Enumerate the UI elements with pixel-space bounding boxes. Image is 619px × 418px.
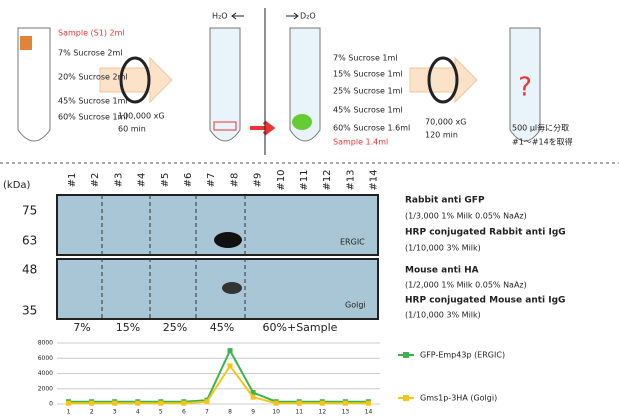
y-tick-label: 8000: [38, 340, 53, 347]
x-tick-label: 2: [90, 409, 94, 416]
label: (1/3,000 1% Milk 0.05% NaAz): [405, 212, 527, 221]
label: 120 min: [425, 131, 458, 140]
label: Mouse anti HA: [405, 266, 479, 276]
y-tick-label: 2000: [38, 385, 53, 392]
x-tick-label: 8: [228, 409, 232, 416]
svg-text:?: ?: [518, 73, 532, 103]
lane-label: #13: [345, 169, 356, 190]
lane-label: #7: [206, 173, 217, 188]
label: 100,000 xG: [118, 112, 165, 121]
series-line: [69, 366, 369, 403]
x-tick-label: 3: [113, 409, 117, 416]
y-tick-label: 4000: [38, 370, 53, 377]
label: HRP conjugated Rabbit anti IgG: [405, 228, 566, 238]
label: 7% Sucrose 1ml: [333, 54, 398, 63]
x-tick-label: 10: [272, 409, 280, 416]
lane-label: #9: [253, 173, 264, 188]
point: [251, 395, 256, 400]
point: [366, 401, 371, 406]
point: [112, 401, 117, 406]
lane-label: #12: [322, 169, 333, 190]
x-tick-label: 6: [182, 409, 186, 416]
label: H₂O: [212, 12, 228, 21]
point: [228, 348, 233, 353]
label: 45%: [210, 321, 234, 334]
label: 60 min: [118, 125, 146, 134]
y-tick-label: 0: [49, 401, 53, 408]
label: ERGIC: [340, 238, 365, 247]
label: (1/10,000 3% Milk): [405, 244, 481, 253]
x-tick-label: 14: [365, 409, 373, 416]
x-tick-label: 12: [319, 409, 327, 416]
marker: 48: [22, 263, 37, 277]
label: 7%: [73, 321, 90, 334]
marker: 75: [22, 204, 37, 218]
point: [135, 401, 140, 406]
label: (1/2,000 1% Milk 0.05% NaAz): [405, 281, 527, 290]
x-tick-label: 1: [67, 409, 71, 416]
legend-marker: [403, 352, 409, 358]
legend-label: Gms1p-3HA (Golgi): [420, 394, 497, 403]
label: Rabbit anti GFP: [405, 196, 485, 206]
label: 25% Sucrose 1ml: [333, 87, 403, 96]
label: 60% Sucrose 1.6ml: [333, 124, 410, 133]
lane-label: #10: [276, 169, 287, 190]
point: [228, 363, 233, 368]
label: Sample (S1) 2ml: [58, 29, 125, 38]
lane-label: #5: [160, 173, 171, 188]
x-tick-label: 13: [342, 409, 350, 416]
label: 20% Sucrose 2ml: [58, 73, 128, 82]
label: 7% Sucrose 2ml: [58, 49, 123, 58]
label: 45% Sucrose 1ml: [333, 106, 403, 115]
point: [181, 401, 186, 406]
point: [89, 401, 94, 406]
label: #1〜#14を取得: [512, 137, 573, 147]
label: 25%: [163, 321, 187, 334]
label: (1/10,000 3% Milk): [405, 311, 481, 320]
lane-label: #8: [229, 173, 240, 188]
marker: 63: [22, 234, 37, 248]
lane-label: #14: [369, 169, 380, 190]
legend-label: GFP-Emp43p (ERGIC): [420, 351, 505, 360]
marker: 35: [22, 304, 37, 318]
lane-label: #3: [113, 173, 124, 188]
legend-marker: [403, 395, 409, 401]
label: D₂O: [300, 12, 316, 21]
figure: ? Sample (S1) 2ml 7% Sucrose 2ml 20% Sucro…: [0, 0, 619, 418]
label: 60%+Sample: [263, 321, 338, 334]
point: [343, 401, 348, 406]
point: [320, 401, 325, 406]
x-tick-label: 9: [251, 409, 255, 416]
label: (kDa): [3, 180, 31, 191]
point: [204, 399, 209, 404]
y-tick-label: 6000: [38, 355, 53, 362]
point: [274, 401, 279, 406]
x-tick-label: 11: [295, 409, 303, 416]
label: 500 µl毎に分取: [512, 123, 569, 133]
point: [297, 401, 302, 406]
label: Sample 1.4ml: [333, 138, 388, 147]
lane-label: #2: [90, 173, 101, 188]
point: [66, 401, 71, 406]
label: 45% Sucrose 1ml: [58, 97, 128, 106]
x-tick-label: 5: [159, 409, 163, 416]
lane-label: #6: [183, 173, 194, 188]
label: 70,000 xG: [425, 118, 466, 127]
lane-label: #11: [299, 169, 310, 190]
label: 15%: [116, 321, 140, 334]
label: Golgi: [345, 301, 366, 310]
x-tick-label: 7: [205, 409, 209, 416]
lane-label: #1: [67, 173, 78, 188]
lane-label: #4: [137, 173, 148, 188]
label: 15% Sucrose 1ml: [333, 70, 403, 79]
label: HRP conjugated Mouse anti IgG: [405, 296, 565, 306]
x-tick-label: 4: [136, 409, 140, 416]
point: [158, 401, 163, 406]
